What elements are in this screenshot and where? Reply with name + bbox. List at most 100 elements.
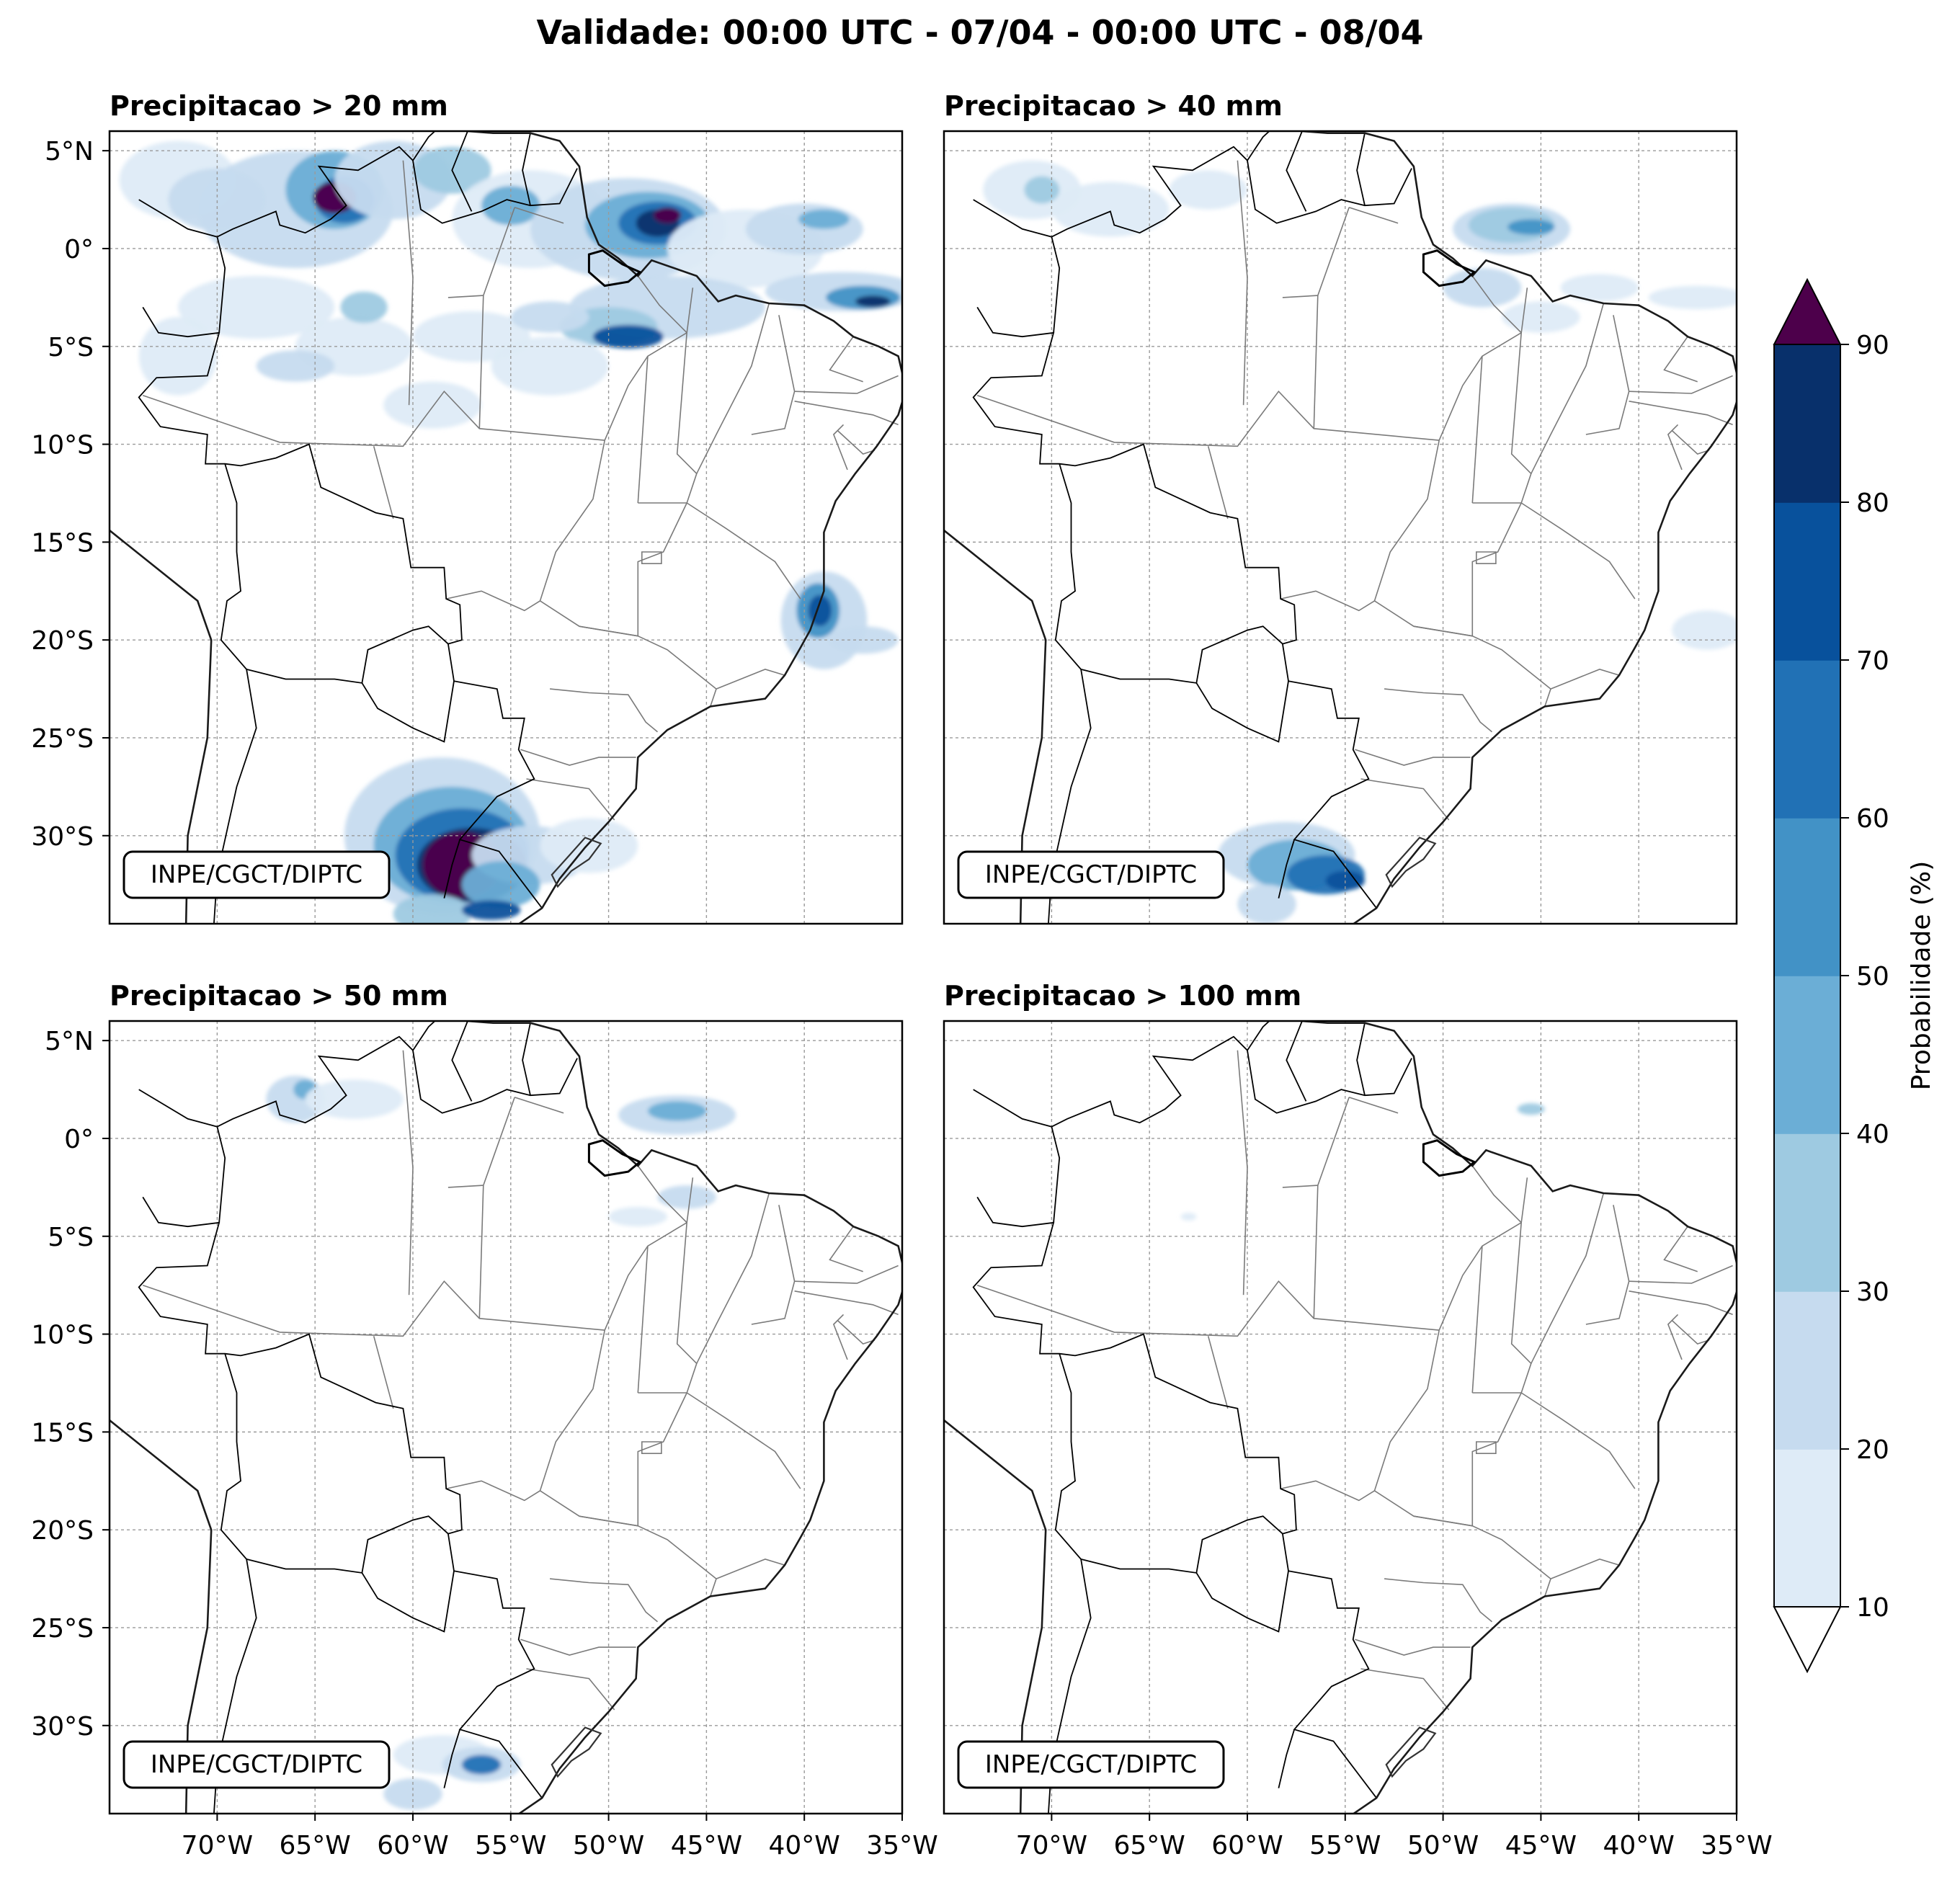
state-border xyxy=(976,390,1440,447)
state-border xyxy=(1629,401,1733,426)
probability-area xyxy=(510,301,589,333)
map-panel-3: Precipitacao > 50 mm INPE/CGCT/DIPTC 5°N 0°… xyxy=(31,980,937,1860)
state-border xyxy=(637,356,649,504)
probability-area xyxy=(1507,219,1555,235)
probability-area xyxy=(491,336,609,396)
marajo-island xyxy=(1422,1139,1476,1177)
lat-tick-label: 5°N xyxy=(45,137,94,166)
probability-area xyxy=(648,1101,707,1121)
lat-tick-label: 30°S xyxy=(31,822,94,852)
credit-box: INPE/CGCT/DIPTC xyxy=(957,850,1225,899)
state-border xyxy=(1348,207,1399,224)
state-border xyxy=(550,1578,659,1623)
probability-area xyxy=(654,207,682,223)
state-border xyxy=(1531,1192,1605,1364)
country-border xyxy=(451,131,473,212)
probability-area xyxy=(1237,884,1296,924)
state-border xyxy=(1667,424,1683,471)
credit-label: INPE/CGCT/DIPTC xyxy=(985,1750,1197,1779)
state-border xyxy=(637,275,687,334)
panel-title-3: Precipitacao > 50 mm xyxy=(110,980,448,1012)
lat-tick-label: 15°S xyxy=(31,528,94,558)
colorbar: 10 20 30 40 50 60 70 80 90 Probabilidade (%) xyxy=(1773,277,1936,1674)
coastline xyxy=(110,131,902,924)
federal-district-outline xyxy=(1475,1441,1497,1455)
coastline xyxy=(110,1021,902,1814)
state-border xyxy=(373,446,394,520)
state-border xyxy=(1471,635,1551,707)
lon-tick-label: 45°W xyxy=(1505,1831,1577,1860)
colorbar-segment xyxy=(1774,1449,1840,1608)
state-border xyxy=(1471,1246,1483,1394)
state-border xyxy=(142,1280,605,1337)
lat-tick-label: 20°S xyxy=(31,1516,94,1546)
state-border xyxy=(526,1668,615,1711)
map-panel-2: Precipitacao > 40 mm INPE/CGCT/DIPTC xyxy=(943,90,1738,925)
lagoa-dos-patos xyxy=(1385,837,1437,888)
state-border xyxy=(1413,1392,1522,1527)
lon-tick-label: 50°W xyxy=(1407,1831,1479,1860)
state-border xyxy=(1355,749,1471,766)
state-border xyxy=(402,160,414,406)
map-area xyxy=(944,1021,1737,1814)
probability-area xyxy=(1024,176,1060,204)
lon-tick-label: 70°W xyxy=(1016,1831,1087,1860)
map-area xyxy=(944,131,1737,924)
longitude-labels: 70°W 65°W 60°W 55°W 50°W 45°W 40°W 35°W xyxy=(1016,1814,1773,1860)
state-border xyxy=(402,1050,414,1296)
country-border xyxy=(1080,669,1289,743)
credit-label: INPE/CGCT/DIPTC xyxy=(151,860,362,889)
state-border xyxy=(1629,1290,1733,1316)
lat-tick-label: 5°N xyxy=(45,1027,94,1056)
state-border xyxy=(1384,688,1493,733)
state-border xyxy=(520,1639,636,1656)
state-border xyxy=(1510,1222,1532,1394)
coastline xyxy=(944,1021,1737,1814)
map-panel-1: Precipitacao > 20 mm INPE/CGCT/DIPTC 5°N 0°… xyxy=(31,90,904,925)
federal-district-outline xyxy=(641,1441,662,1455)
lon-tick-label: 35°W xyxy=(866,1831,937,1860)
lat-tick-label: 0° xyxy=(64,235,94,264)
state-border xyxy=(751,315,796,435)
credit-box: INPE/CGCT/DIPTC xyxy=(957,1740,1225,1789)
latitude-labels: 5°N 0° 5°S 10°S 15°S 20°S 25°S 30°S xyxy=(31,137,110,852)
colorbar-segment xyxy=(1774,344,1840,503)
state-border xyxy=(1237,1050,1248,1296)
country-border xyxy=(972,306,1377,909)
probability-field xyxy=(1180,1103,1545,1221)
map-area xyxy=(110,131,902,924)
country-border xyxy=(138,306,543,909)
state-border xyxy=(1471,1165,1522,1223)
state-border xyxy=(1280,1480,1375,1502)
marajo-island xyxy=(1422,249,1476,287)
state-border xyxy=(1471,356,1483,504)
country-border xyxy=(522,1022,531,1096)
country-border xyxy=(1051,146,1412,333)
lat-tick-label: 15°S xyxy=(31,1418,94,1448)
colorbar-tick-label: 10 xyxy=(1856,1593,1889,1623)
state-border xyxy=(1355,1639,1471,1656)
credit-box-frame xyxy=(122,850,391,899)
state-border xyxy=(1282,1097,1350,1188)
state-border xyxy=(1384,1578,1493,1623)
probability-area xyxy=(855,295,891,308)
country-border xyxy=(1195,625,1283,684)
state-border xyxy=(446,590,540,612)
country-border xyxy=(412,1021,436,1051)
state-border xyxy=(1550,669,1620,690)
country-border xyxy=(138,1089,218,1128)
state-border xyxy=(1550,1559,1620,1579)
colorbar-tick-label: 60 xyxy=(1856,804,1889,834)
country-border xyxy=(443,839,461,899)
state-border xyxy=(447,1097,515,1188)
federal-district-outline xyxy=(1475,551,1497,565)
lat-tick-label: 5°S xyxy=(48,1223,94,1252)
latitude-labels: 5°N 0° 5°S 10°S 15°S 20°S 25°S 30°S xyxy=(31,1027,110,1742)
state-border xyxy=(1671,1320,1710,1345)
lon-tick-label: 35°W xyxy=(1701,1831,1772,1860)
state-border xyxy=(676,332,698,504)
country-border xyxy=(1047,1353,1092,1814)
probability-area xyxy=(592,324,664,349)
country-border xyxy=(216,146,578,333)
credit-box: INPE/CGCT/DIPTC xyxy=(122,850,391,899)
